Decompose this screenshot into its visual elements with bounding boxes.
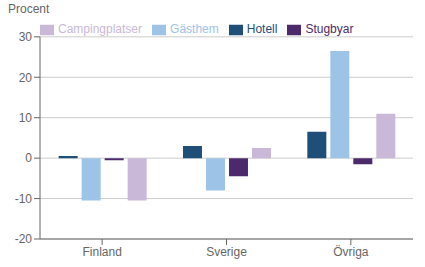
svg-text:-20: -20 [15,232,33,246]
svg-text:Finland: Finland [82,245,121,259]
svg-text:10: 10 [19,111,33,125]
svg-text:Övriga: Övriga [333,245,369,259]
svg-text:20: 20 [19,71,33,85]
html-text:Campingplatser: Campingplatser [58,22,142,36]
html-text:Stugbyar: Stugbyar [305,22,354,36]
html-text:Procent: Procent [8,2,50,16]
html-text:Hotell: Hotell [246,22,278,36]
svg-text:Sverige: Sverige [206,245,247,259]
svg-text:0: 0 [25,151,32,165]
svg-text:30: 30 [19,30,33,44]
svg-text:-10: -10 [15,192,33,206]
html-text:Gästhem: Gästhem [170,22,219,36]
